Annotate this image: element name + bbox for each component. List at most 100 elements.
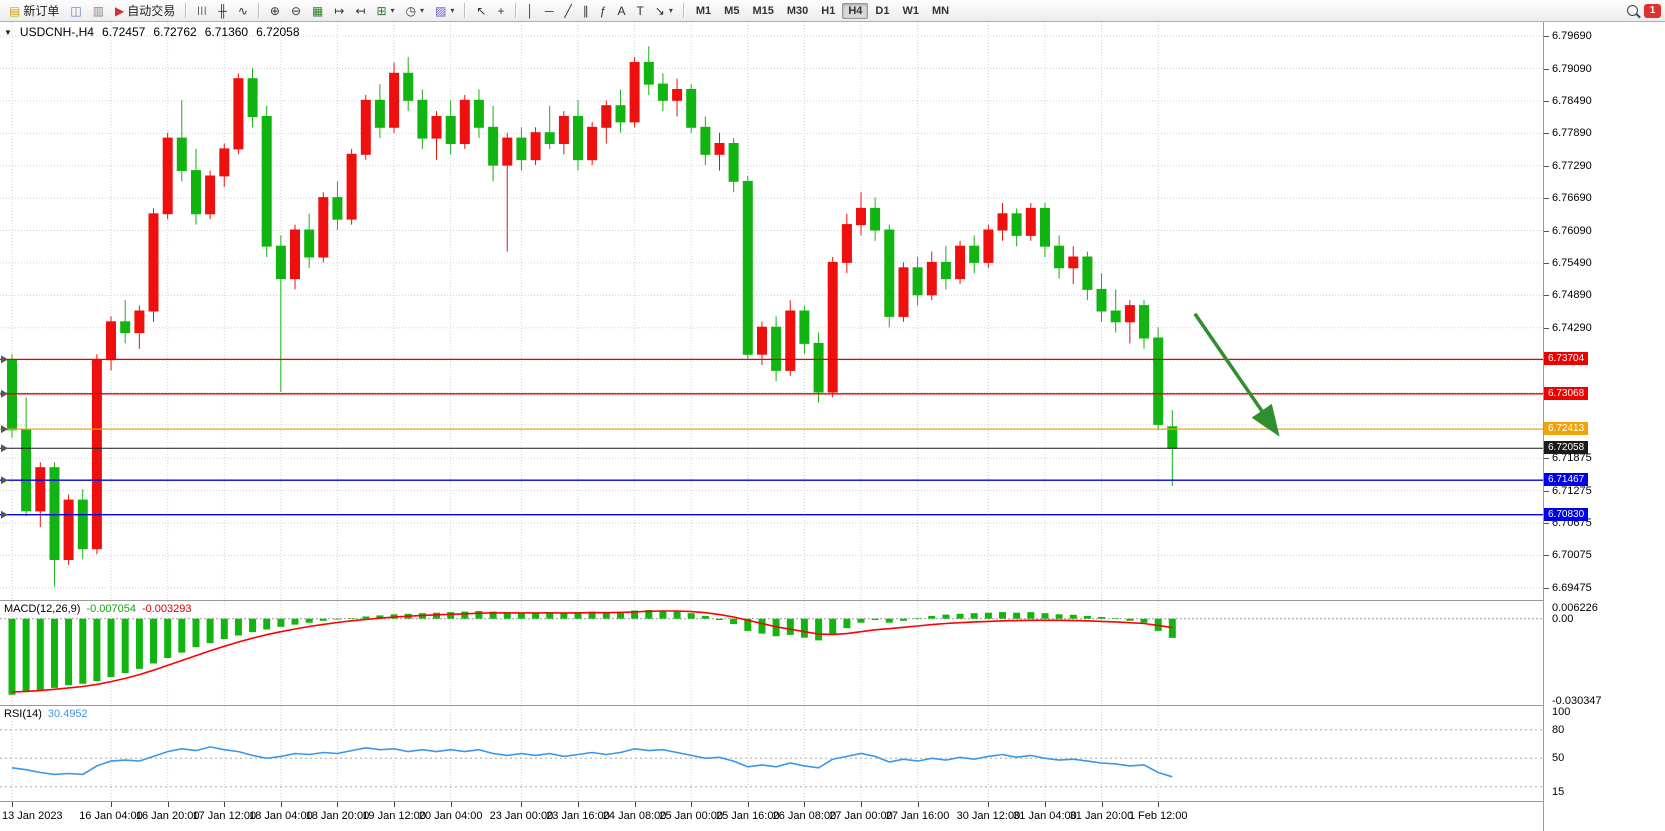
search-button[interactable] <box>1622 1 1643 21</box>
time-axis-tick <box>224 802 226 807</box>
periods-button[interactable]: ◷ ▾ <box>401 1 430 21</box>
zoom-out-icon: ⊖ <box>290 3 302 18</box>
equidistant-channel-button[interactable]: ∥ <box>578 1 594 21</box>
candlestick-chart[interactable] <box>0 22 1543 600</box>
panel-separator[interactable] <box>0 705 1665 706</box>
text-label-button[interactable]: T <box>631 1 648 21</box>
rsi-axis-label: 15 <box>1552 785 1565 798</box>
templates-button[interactable]: ▨ ▾ <box>430 1 459 21</box>
cursor-icon: ↖ <box>476 3 487 18</box>
macd-chart[interactable] <box>0 601 1543 705</box>
axis-tick <box>1544 458 1549 460</box>
horizontal-line-button[interactable]: ─ <box>540 1 559 21</box>
bar-chart-button[interactable]: ||| <box>192 1 212 21</box>
fibonacci-button[interactable]: ƒ <box>595 1 612 21</box>
axis-tick <box>1544 36 1549 37</box>
charts-button[interactable]: ◫ <box>65 1 86 21</box>
arrows-icon: ↘ <box>654 3 665 18</box>
indicators-button[interactable]: ⊞ ▾ <box>371 1 399 21</box>
time-axis-tick <box>804 802 806 807</box>
axis-tick <box>1544 165 1549 167</box>
time-axis-tick <box>634 802 636 807</box>
timeframe-m15-button[interactable]: M15 <box>752 4 774 17</box>
collapse-ohlc-arrow[interactable]: ▼ <box>4 27 12 37</box>
time-axis-label: 26 Jan 08:00 <box>772 810 837 822</box>
tile-windows-button[interactable]: ▦ <box>307 1 328 21</box>
candlestick-chart-button[interactable]: ╫ <box>213 1 232 21</box>
vertical-line-icon: │ <box>526 3 535 18</box>
macd-title: MACD(12,26,9) -0.007054 -0.003293 <box>4 603 192 615</box>
vertical-line-button[interactable]: │ <box>522 1 540 21</box>
text-button[interactable]: A <box>612 1 630 21</box>
axis-tick <box>1544 262 1549 264</box>
trendline-button[interactable]: ╱ <box>560 1 577 21</box>
current-price-badge: 6.72058 <box>1544 441 1589 455</box>
price-axis-label: 6.75490 <box>1552 256 1592 269</box>
crosshair-button[interactable]: + <box>492 1 509 21</box>
auto-trading-icon: ▶ <box>115 3 125 18</box>
zoom-out-button[interactable]: ⊖ <box>286 1 306 21</box>
time-axis-tick <box>691 802 693 807</box>
rsi-panel[interactable]: RSI(14) 30.4952 <box>0 706 1543 801</box>
chevron-down-icon: ▾ <box>450 6 455 15</box>
timeframe-m30-button[interactable]: M30 <box>786 4 809 17</box>
timeframe-m1-button[interactable]: M1 <box>695 4 712 17</box>
axis-tick <box>1544 133 1549 135</box>
macd-axis-label: 0.00 <box>1552 612 1574 625</box>
axis-tick <box>1544 587 1549 589</box>
time-axis-label: 31 Jan 04:00 <box>1013 810 1077 822</box>
main-chart-panel[interactable]: ▼ USDCNH-,H4 6.72457 6.72762 6.71360 6.7… <box>0 22 1543 600</box>
time-axis-tick <box>12 802 13 807</box>
timeframe-w1-button[interactable]: W1 <box>902 4 919 17</box>
time-axis[interactable]: 13 Jan 2023 16 Jan 04:00 16 Jan 20:00 17 Ja… <box>0 802 1543 831</box>
timeframe-h1-button[interactable]: H1 <box>821 4 836 17</box>
new-order-icon: ▤ <box>9 3 21 18</box>
new-order-button[interactable]: ▤ 新订单 <box>4 1 64 21</box>
price-axis-label: 6.71875 <box>1552 452 1592 465</box>
price-axis-label: 6.77890 <box>1552 127 1592 140</box>
trendline-icon: ╱ <box>564 3 572 18</box>
price-line-badge: 6.71467 <box>1544 473 1589 487</box>
price-axis-label: 6.70075 <box>1552 549 1592 562</box>
timeframe-m5-button[interactable]: M5 <box>724 4 740 17</box>
fibonacci-icon: ƒ <box>599 3 607 18</box>
line-chart-button[interactable]: ∿ <box>233 1 253 21</box>
rsi-value: 30.4952 <box>47 708 88 720</box>
time-axis-label: 24 Jan 08:00 <box>602 810 667 822</box>
price-axis-label: 6.76090 <box>1552 224 1592 237</box>
chart-shift-button[interactable]: ↤ <box>350 1 370 21</box>
candlestick-icon: ╫ <box>218 3 227 18</box>
chart-close-value: 6.72058 <box>256 25 300 39</box>
rsi-chart[interactable] <box>0 706 1543 801</box>
panel-separator[interactable] <box>0 600 1665 601</box>
macd-panel[interactable]: MACD(12,26,9) -0.007054 -0.003293 <box>0 601 1543 705</box>
price-axis-label: 6.79690 <box>1552 30 1592 42</box>
time-axis-tick <box>280 802 282 807</box>
time-axis-tick <box>1045 802 1046 807</box>
timeframe-mn-button[interactable]: MN <box>931 4 950 17</box>
panel-separator <box>0 801 1665 802</box>
time-axis-label: 13 Jan 2023 <box>2 810 63 822</box>
axis-tick <box>1544 490 1549 492</box>
profiles-button[interactable]: ▥ <box>88 1 109 21</box>
axis-tick <box>1544 68 1549 70</box>
notification-badge[interactable]: 1 <box>1644 3 1661 18</box>
timeframe-h4-button[interactable]: H4 <box>842 2 869 19</box>
auto-scroll-button[interactable]: ↦ <box>329 1 349 21</box>
arrows-button[interactable]: ↘ ▾ <box>650 1 678 21</box>
timeframe-d1-button[interactable]: D1 <box>875 4 890 17</box>
chart-shift-icon: ↤ <box>355 3 366 18</box>
horizontal-line-icon: ─ <box>545 3 554 18</box>
time-axis-tick <box>917 802 919 807</box>
price-axis[interactable]: 6.79690 6.79090 6.78490 6.77890 6.77290 6.766… <box>1543 22 1665 831</box>
cursor-button[interactable]: ↖ <box>471 1 491 21</box>
chart-title: ▼ USDCNH-,H4 6.72457 6.72762 6.71360 6.7… <box>4 25 300 39</box>
auto-trading-button-label: 自动交易 <box>127 4 176 18</box>
price-axis-label: 6.71275 <box>1552 484 1592 497</box>
channel-icon: ∥ <box>582 3 589 18</box>
chevron-down-icon: ▾ <box>390 6 395 15</box>
zoom-in-button[interactable]: ⊕ <box>265 1 285 21</box>
indicators-icon: ⊞ <box>376 3 387 18</box>
auto-trading-button[interactable]: ▶ 自动交易 <box>110 1 180 21</box>
chevron-down-icon: ▾ <box>420 6 425 15</box>
